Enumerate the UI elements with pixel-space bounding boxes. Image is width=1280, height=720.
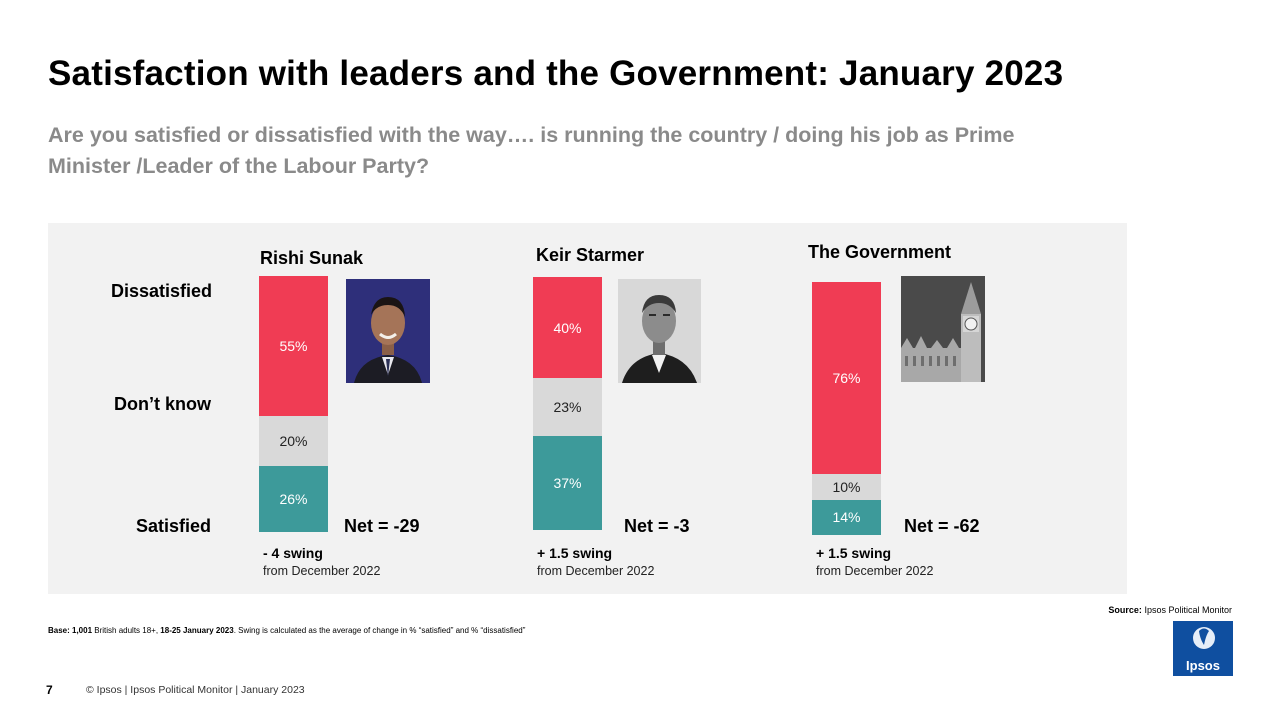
source-note: Source: Ipsos Political Monitor	[1108, 605, 1232, 615]
data-label: 37%	[553, 475, 582, 492]
bar-rishi-sunak-satisfied: 26%	[259, 466, 328, 532]
footer-text: © Ipsos | Ipsos Political Monitor | Janu…	[86, 684, 305, 696]
leader-name-keir-starmer: Keir Starmer	[536, 245, 645, 265]
data-label: 14%	[832, 509, 861, 526]
keir-starmer-photo	[618, 279, 701, 383]
slide-title: Satisfaction with leaders and the Govern…	[48, 54, 1064, 93]
bar-the-government-satisfied: 14%	[812, 499, 881, 535]
swing-from-rishi-sunak: from December 2022	[263, 564, 381, 578]
data-label: 23%	[553, 399, 582, 416]
bar-rishi-sunak-dissatisfied: 55%	[259, 276, 328, 416]
swing-rishi-sunak: - 4 swing	[263, 545, 323, 561]
survey-question: Are you satisfied or dissatisfied with t…	[48, 123, 1015, 178]
swing-the-government: + 1.5 swing	[816, 545, 892, 561]
row-label-satisfied: Satisfied	[135, 516, 211, 536]
net-score-the-government: Net = -62	[904, 516, 980, 536]
data-label: 10%	[832, 478, 861, 495]
ipsos-logo: Ipsos	[1173, 621, 1233, 676]
bar-rishi-sunak-dont-know: 20%	[259, 415, 328, 467]
row-label-dissatisfied: Dissatisfied	[110, 281, 212, 301]
big-ben-photo	[901, 276, 985, 382]
net-score-keir-starmer: Net = -3	[624, 516, 690, 536]
base-note: Base: 1,001 British adults 18+, 18-25 Ja…	[48, 626, 526, 635]
bar-keir-starmer-dissatisfied: 40%	[533, 277, 602, 379]
page-number: 7	[46, 683, 53, 697]
rishi-sunak-photo	[346, 279, 430, 383]
bar-keir-starmer-dont-know: 23%	[533, 378, 602, 437]
bar-the-government-dont-know: 10%	[812, 474, 881, 500]
data-label: 40%	[553, 319, 582, 336]
swing-keir-starmer: + 1.5 swing	[537, 545, 613, 561]
data-label: 26%	[279, 491, 308, 508]
data-label: 55%	[279, 338, 308, 355]
bar-keir-starmer-satisfied: 37%	[533, 436, 602, 530]
bar-the-government-dissatisfied: 76%	[812, 282, 881, 475]
data-label: 20%	[279, 432, 308, 449]
net-score-rishi-sunak: Net = -29	[344, 516, 420, 536]
row-label-dont-know: Don’t know	[114, 394, 211, 414]
data-label: 76%	[832, 370, 861, 387]
leader-name-the-government: The Government	[808, 242, 952, 262]
swing-from-keir-starmer: from December 2022	[537, 564, 655, 578]
swing-from-the-government: from December 2022	[816, 564, 934, 578]
leader-name-rishi-sunak: Rishi Sunak	[260, 248, 364, 268]
